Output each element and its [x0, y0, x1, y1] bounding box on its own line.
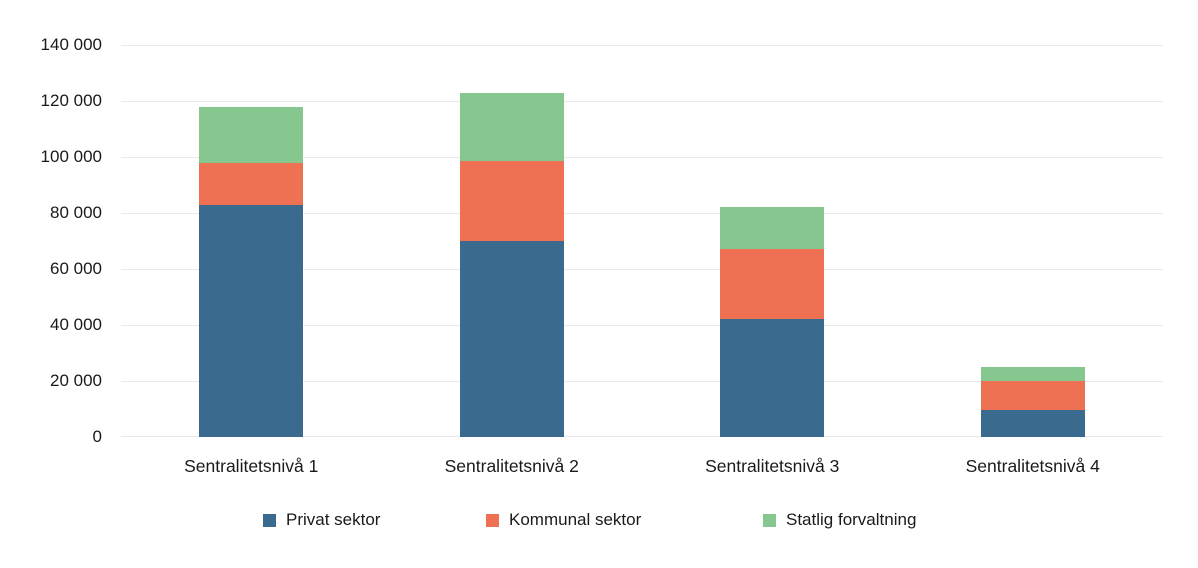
y-axis-tick-label: 120 000 [40, 91, 102, 110]
y-axis-tick-label: 60 000 [50, 259, 102, 278]
y-axis: 0 20 000 40 000 60 000 80 000 100 000 120 000 1… [0, 35, 102, 446]
x-axis-category-label: Sentralitetsnivå 1 [184, 456, 319, 476]
y-axis-tick-label: 40 000 [50, 315, 102, 334]
gridline [121, 436, 1163, 437]
legend: Privat sektor Kommunal sektor Statlig forv… [0, 507, 1198, 533]
bar-segment-privat-sektor [459, 241, 564, 437]
gridline [121, 157, 1163, 158]
gridline [121, 213, 1163, 214]
legend-item-kommunal-sektor: Kommunal sektor [486, 507, 641, 533]
bar-segment-kommunal-sektor [199, 162, 304, 205]
y-axis-tick-label: 100 000 [40, 147, 102, 166]
plot-area [121, 45, 1163, 437]
x-axis-category-label: Sentralitetsnivå 4 [965, 456, 1100, 476]
bar-segment-kommunal-sektor [459, 161, 564, 241]
y-axis-tick-label: 20 000 [50, 371, 102, 390]
bar-segment-kommunal-sektor [720, 249, 825, 320]
y-axis-tick-label: 80 000 [50, 203, 102, 222]
gridline [121, 269, 1163, 270]
bar-segment-privat-sektor [980, 410, 1085, 437]
x-axis-category-label: Sentralitetsnivå 2 [444, 456, 579, 476]
legend-label: Statlig forvaltning [786, 510, 917, 529]
legend-swatch-icon [486, 513, 499, 527]
bar-segment-statlig-forvaltning [199, 106, 304, 163]
legend-item-statlig-forvaltning: Statlig forvaltning [763, 507, 916, 533]
bar-segment-statlig-forvaltning [459, 92, 564, 162]
y-axis-tick-label: 140 000 [40, 35, 102, 54]
gridline [121, 45, 1163, 46]
legend-swatch-icon [263, 513, 276, 527]
legend-swatch-icon [763, 513, 776, 527]
legend-item-privat-sektor: Privat sektor [263, 507, 380, 533]
x-axis-category-label: Sentralitetsnivå 3 [705, 456, 840, 476]
bar-segment-statlig-forvaltning [980, 367, 1085, 381]
bar-segment-kommunal-sektor [980, 381, 1085, 411]
legend-label: Kommunal sektor [509, 510, 642, 529]
bar-segment-privat-sektor [199, 204, 304, 437]
gridline [121, 325, 1163, 326]
legend-label: Privat sektor [286, 510, 381, 529]
x-axis: Sentralitetsnivå 1 Sentralitetsnivå 2 Sent… [121, 453, 1163, 479]
gridline [121, 101, 1163, 102]
bar-segment-statlig-forvaltning [720, 207, 825, 250]
gridline [121, 381, 1163, 382]
bar-segment-privat-sektor [720, 319, 825, 437]
y-axis-tick-label: 0 [92, 427, 102, 446]
